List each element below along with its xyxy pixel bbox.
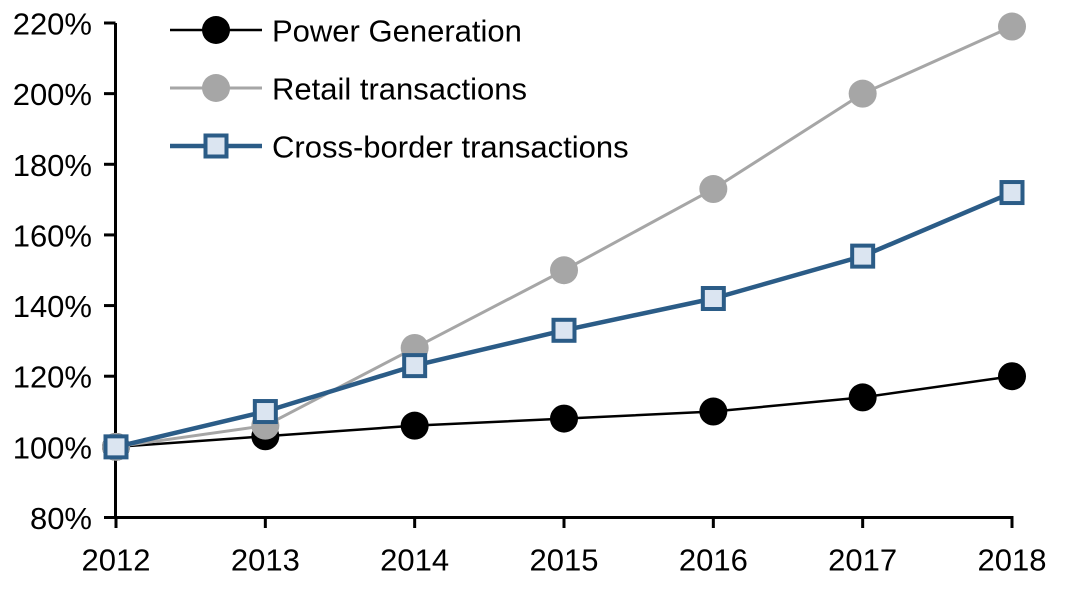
data-point-circle-marker-icon	[699, 175, 728, 204]
legend-circle-marker-icon	[202, 16, 230, 44]
data-point-circle-marker-icon	[550, 404, 578, 433]
y-axis-tick-label: 100%	[13, 430, 92, 465]
y-axis-tick-label: 120%	[13, 360, 92, 395]
legend-item: Retail transactions	[170, 72, 527, 107]
data-point-square-marker-icon	[700, 286, 726, 312]
legend: Power Generation Retail transactions Cross…	[170, 14, 629, 165]
data-point-square-marker-icon	[999, 180, 1025, 206]
data-point-square-marker-icon	[402, 353, 428, 379]
y-axis-tick-label: 160%	[13, 218, 92, 253]
data-point-circle-marker-icon	[848, 79, 877, 108]
data-point-square-marker-icon	[103, 434, 129, 460]
y-axis-tick-label: 220%	[13, 7, 92, 42]
axes: 220% 200% 180% 160% 140% 120% 100% 80% 2012 2013 2…	[13, 7, 1047, 578]
series-cross-border-transactions	[103, 180, 1025, 460]
legend-item: Cross-border transactions	[170, 130, 629, 165]
y-axis-tick-label: 140%	[13, 289, 92, 324]
x-axis-tick-label: 2018	[978, 543, 1047, 578]
legend-item-label: Power Generation	[272, 14, 522, 49]
legend-item-label: Retail transactions	[272, 72, 527, 107]
x-axis-tick-label: 2015	[530, 543, 599, 578]
x-axis-tick-label: 2014	[380, 543, 449, 578]
x-axis-tick-label: 2017	[828, 543, 897, 578]
x-axis-tick-label: 2013	[231, 543, 300, 578]
data-point-circle-marker-icon	[998, 362, 1026, 391]
y-axis-tick-label: 180%	[13, 148, 92, 183]
data-point-circle-marker-icon	[998, 12, 1026, 41]
legend-item: Power Generation	[170, 14, 522, 49]
x-axis-tick-label: 2012	[82, 543, 151, 578]
data-point-square-marker-icon	[252, 399, 278, 425]
x-axis-tick-label: 2016	[679, 543, 748, 578]
data-point-circle-marker-icon	[550, 256, 578, 285]
data-point-circle-marker-icon	[699, 397, 728, 426]
data-point-circle-marker-icon	[400, 411, 429, 440]
series-line-retail-transactions	[115, 25, 1013, 449]
data-point-square-marker-icon	[850, 243, 876, 269]
legend-square-marker-icon	[203, 133, 229, 159]
data-point-square-marker-icon	[551, 317, 577, 343]
legend-circle-marker-icon	[202, 74, 230, 102]
legend-item-label: Cross-border transactions	[272, 130, 629, 165]
y-axis-tick-label: 80%	[30, 501, 92, 536]
data-point-circle-marker-icon	[848, 383, 877, 412]
y-axis-tick-label: 200%	[13, 77, 92, 112]
series-power-generation	[102, 362, 1026, 461]
